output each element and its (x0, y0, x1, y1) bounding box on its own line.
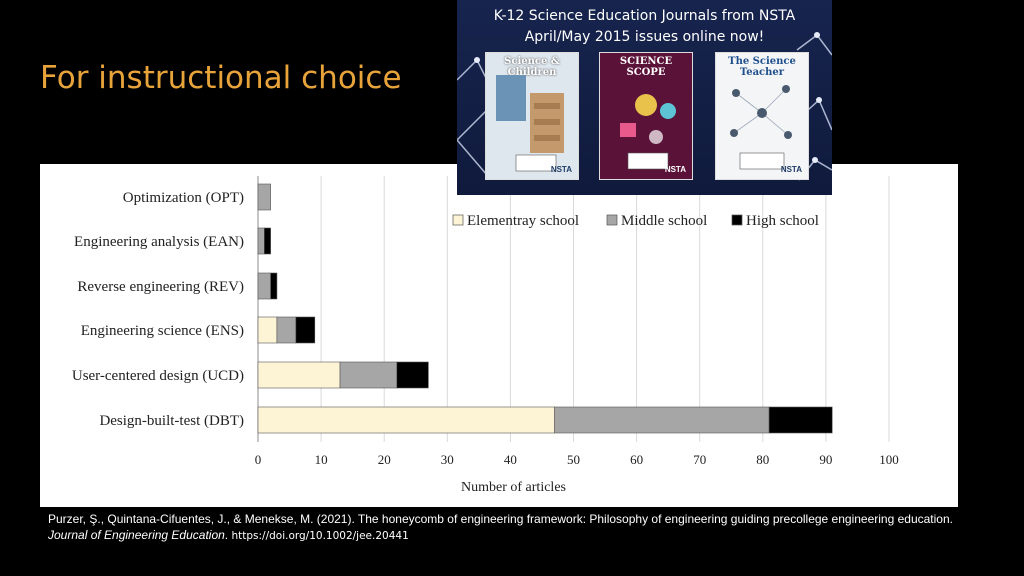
bar-segment-high[interactable] (768, 406, 833, 434)
category-label: Design-built-test (DBT) (99, 413, 244, 429)
citation-doi-link[interactable]: https://doi.org/10.1002/jee.20441 (231, 530, 409, 542)
bar-segment-elementary[interactable] (257, 316, 278, 344)
bar-segment-middle[interactable] (554, 406, 770, 434)
bar-segment-high[interactable] (264, 227, 271, 255)
cover-photo-blocks (496, 75, 564, 172)
bar-segment-middle[interactable] (257, 227, 265, 255)
bar-segment-middle[interactable] (276, 316, 297, 344)
x-axis-label: Number of articles (461, 480, 566, 495)
x-tick-label: 60 (630, 452, 643, 467)
bar-segment-elementary[interactable] (257, 406, 555, 434)
journal-advertisement[interactable]: K-12 Science Education Journals from NST… (457, 0, 832, 195)
x-tick-label: 10 (315, 452, 328, 467)
legend-swatch (731, 214, 743, 226)
chart-panel: Optimization (OPT) Engineering analysis (… (40, 164, 958, 507)
slide-title: For instructional choice (40, 60, 402, 96)
bar-segment-elementary[interactable] (257, 361, 341, 389)
category-label: Reverse engineering (REV) (77, 279, 244, 295)
cover-icons (620, 94, 676, 170)
nsta-badge: NSTA (550, 165, 572, 174)
bar-segment-high[interactable] (270, 272, 278, 300)
journal-name: SCIENCE SCOPE (619, 56, 673, 78)
x-tick-label: 90 (819, 452, 832, 467)
nsta-badge: NSTA (780, 165, 802, 174)
x-tick-label: 70 (693, 452, 706, 467)
legend-label: Elementray school (467, 213, 579, 229)
x-tick-label: 50 (567, 452, 580, 467)
legend-label: High school (746, 213, 819, 229)
bar-segment-high[interactable] (396, 361, 429, 389)
citation-authors: Purzer, Ş., Quintana-Cifuentes, J., & Me… (48, 512, 953, 526)
category-label: User-centered design (UCD) (72, 368, 244, 384)
x-tick-label: 30 (441, 452, 454, 467)
category-label: Optimization (OPT) (123, 190, 244, 206)
citation: Purzer, Ş., Quintana-Cifuentes, J., & Me… (48, 511, 988, 544)
cover-network-people (730, 85, 792, 170)
stacked-bar-chart: Optimization (OPT) Engineering analysis (… (72, 176, 899, 495)
x-tick-label: 100 (879, 452, 899, 467)
ad-headline: K-12 Science Education Journals from NST… (493, 8, 796, 24)
x-tick-label: 0 (255, 452, 262, 467)
bar-segment-middle[interactable] (257, 272, 271, 300)
bar-segment-middle[interactable] (257, 183, 271, 211)
bar-segment-middle[interactable] (339, 361, 398, 389)
legend-swatch (452, 214, 464, 226)
journal-cover-science-scope[interactable]: SCIENCE SCOPE NSTA (599, 52, 693, 180)
ad-subheadline: April/May 2015 issues online now! (524, 29, 765, 45)
category-label: Engineering science (ENS) (81, 323, 244, 339)
journal-name: Science & Children (504, 56, 560, 78)
legend-swatch (606, 214, 618, 226)
category-label: Engineering analysis (EAN) (74, 234, 244, 250)
citation-separator: . (224, 528, 232, 542)
bar-segment-high[interactable] (295, 316, 316, 344)
x-tick-label: 80 (756, 452, 769, 467)
nsta-badge: NSTA (664, 165, 686, 174)
journal-cover-the-science-teacher[interactable]: The Science Teacher NSTA (715, 52, 809, 180)
journal-name: The Science Teacher (728, 56, 796, 78)
citation-journal: Journal of Engineering Education (48, 528, 225, 542)
journal-cover-science-and-children[interactable]: Science & Children NSTA (485, 52, 579, 180)
x-tick-label: 20 (378, 452, 391, 467)
x-tick-label: 40 (504, 452, 517, 467)
legend-label: Middle school (621, 213, 707, 229)
